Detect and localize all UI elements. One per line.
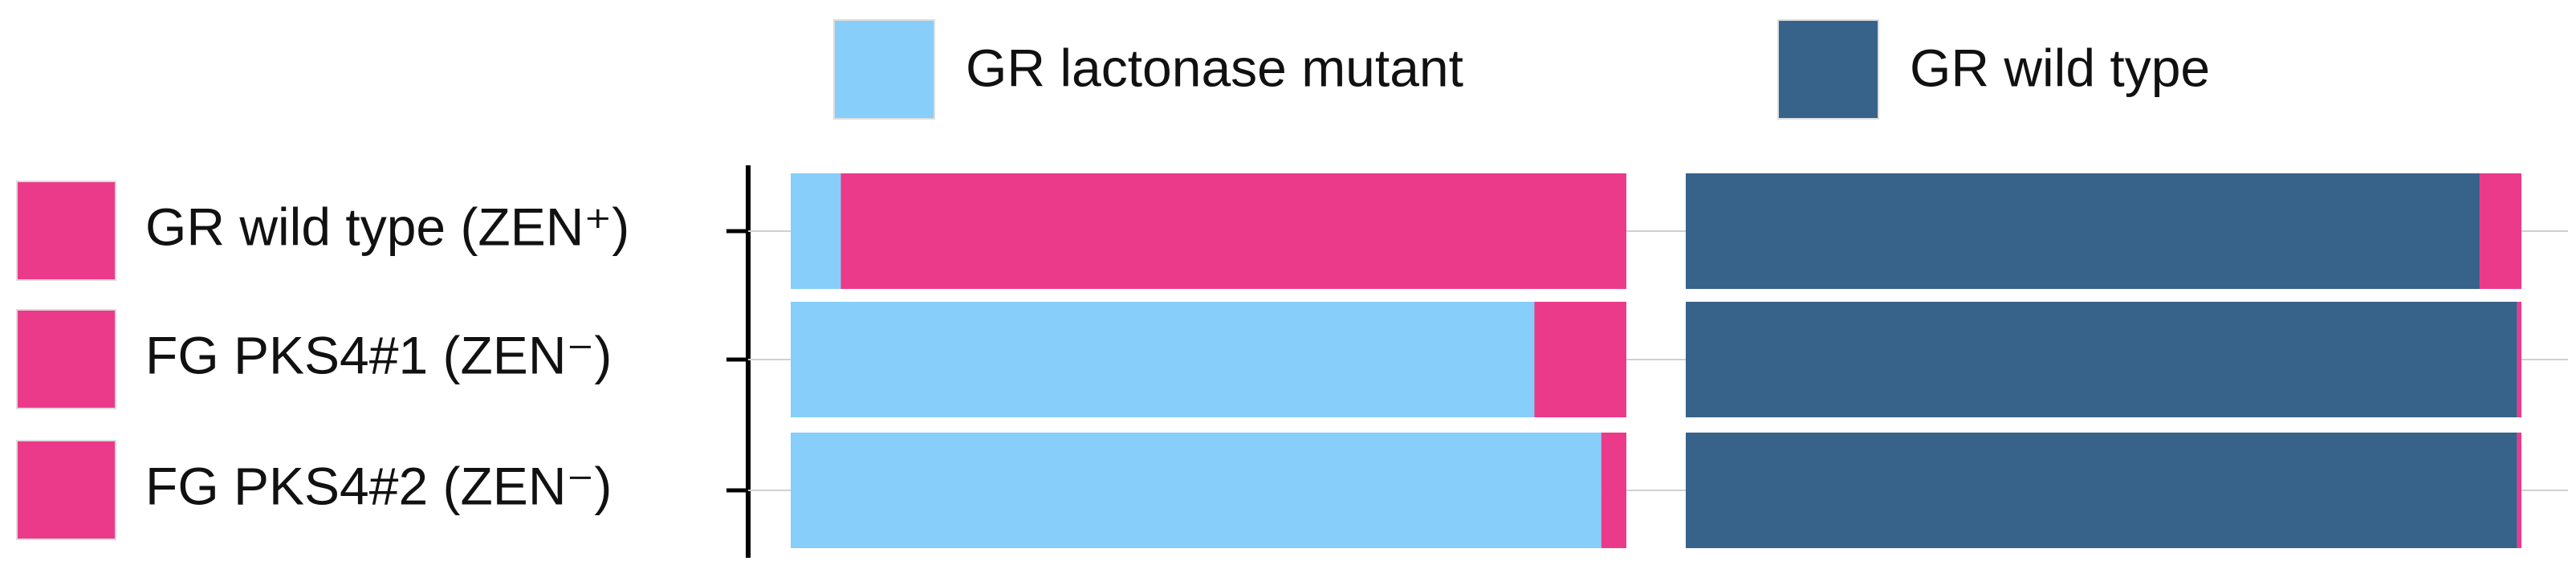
bar-segment xyxy=(2517,302,2521,417)
bar-segment xyxy=(791,302,1535,417)
legend-label: GR lactonase mutant xyxy=(966,38,1463,97)
category-marker xyxy=(16,440,116,540)
category-marker xyxy=(16,309,116,409)
legend-swatch xyxy=(833,19,935,120)
category-marker xyxy=(16,181,116,281)
bar-segment xyxy=(840,173,1626,289)
bar-segment xyxy=(1686,173,2480,289)
y-tick-label: FG PKS4#2 (ZEN⁻) xyxy=(145,456,612,515)
legend-label: GR wild type xyxy=(1910,38,2210,97)
bar-segment xyxy=(2479,173,2521,289)
y-tick-label: GR wild type (ZEN⁺) xyxy=(145,197,629,256)
bar-segment xyxy=(791,433,1601,548)
bar-segment xyxy=(1686,302,2517,417)
bar-segment xyxy=(1534,302,1626,417)
legend-swatch xyxy=(1777,19,1879,120)
y-tick-label: FG PKS4#1 (ZEN⁻) xyxy=(145,325,612,384)
bar-segment xyxy=(1601,433,1626,548)
bar-segment xyxy=(791,173,841,289)
bar-segment xyxy=(2517,433,2521,548)
bar-segment xyxy=(1686,433,2517,548)
